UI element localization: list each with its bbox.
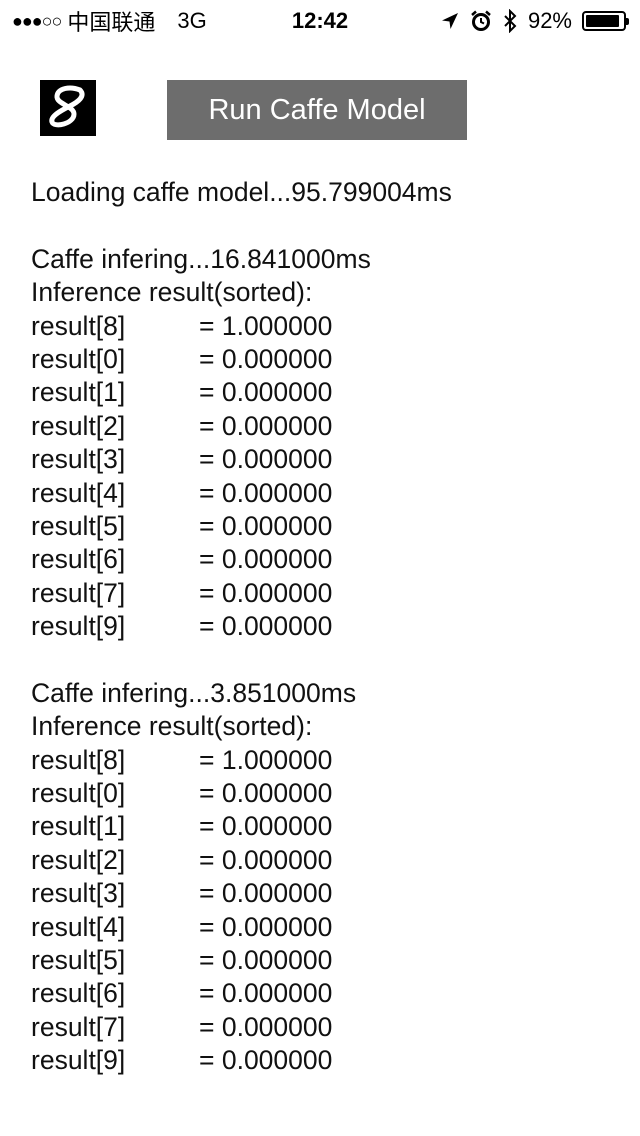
result-row: result[0] = 0.000000 (31, 343, 621, 376)
loading-model-line: Loading caffe model...95.799004ms (31, 177, 452, 207)
battery-level-fill (586, 15, 620, 27)
result-label: result[1] (31, 377, 126, 408)
result-label: result[6] (31, 978, 126, 1009)
result-label: result[3] (31, 878, 126, 909)
result-label: result[5] (31, 944, 126, 975)
result-value: = 0.000000 (199, 978, 333, 1009)
result-label: result[7] (31, 1011, 126, 1042)
result-label: result[0] (31, 778, 126, 809)
result-label: result[6] (31, 544, 126, 575)
result-label: result[8] (31, 310, 126, 341)
result-label: result[9] (31, 1045, 126, 1076)
result-label: result[5] (31, 510, 126, 541)
result-value: = 0.000000 (199, 778, 333, 809)
result-value: = 0.000000 (199, 343, 333, 374)
result-label: result[0] (31, 343, 126, 374)
result-label: result[3] (31, 444, 126, 475)
alarm-clock-icon (470, 10, 492, 32)
location-arrow-icon (440, 11, 460, 31)
result-label: result[2] (31, 844, 126, 875)
result-value: = 0.000000 (199, 577, 333, 608)
result-value: = 1.000000 (199, 744, 333, 775)
result-row: result[2] = 0.000000 (31, 410, 621, 443)
status-bar-left: ●●●○○ 中国联通 3G (12, 6, 207, 36)
signal-strength-icon: ●●●○○ (12, 10, 62, 31)
result-value: = 0.000000 (199, 544, 333, 575)
result-row: result[1] = 0.000000 (31, 376, 621, 409)
log-spacer (31, 209, 621, 242)
result-row: result[6] = 0.000000 (31, 543, 621, 576)
result-row: result[1] = 0.000000 (31, 810, 621, 843)
result-value: = 0.000000 (199, 944, 333, 975)
result-value: = 0.000000 (199, 410, 333, 441)
result-value: = 0.000000 (199, 444, 333, 475)
battery-icon (582, 11, 629, 31)
result-row: result[3] = 0.000000 (31, 877, 621, 910)
result-value: = 0.000000 (199, 878, 333, 909)
inference-timing-line: Caffe infering...3.851000ms (31, 677, 357, 708)
inference-result-header: Inference result(sorted): (31, 277, 313, 308)
result-label: result[4] (31, 477, 126, 508)
result-label: result[1] (31, 811, 126, 842)
status-bar-right: 92% (440, 6, 630, 36)
result-row: result[4] = 0.000000 (31, 477, 621, 510)
result-value: = 0.000000 (199, 1011, 333, 1042)
result-value: = 1.000000 (199, 310, 333, 341)
result-row: result[0] = 0.000000 (31, 777, 621, 810)
result-value: = 0.000000 (199, 811, 333, 842)
result-value: = 0.000000 (199, 611, 333, 642)
inference-result-header: Inference result(sorted): (31, 711, 313, 742)
result-label: result[8] (31, 744, 126, 775)
result-value: = 0.000000 (199, 1045, 333, 1076)
bluetooth-icon (502, 9, 518, 33)
result-value: = 0.000000 (199, 510, 333, 541)
result-row: result[7] = 0.000000 (31, 1011, 621, 1044)
inference-timing-line: Caffe infering...16.841000ms (31, 243, 371, 274)
result-row: result[4] = 0.000000 (31, 911, 621, 944)
result-row: result[6] = 0.000000 (31, 977, 621, 1010)
result-label: result[4] (31, 911, 126, 942)
result-value: = 0.000000 (199, 477, 333, 508)
result-label: result[7] (31, 577, 126, 608)
result-row: result[5] = 0.000000 (31, 510, 621, 543)
result-row: result[8] = 1.000000 (31, 744, 621, 777)
result-value: = 0.000000 (199, 844, 333, 875)
result-row: result[9] = 0.000000 (31, 1044, 621, 1077)
result-row: result[9] = 0.000000 (31, 610, 621, 643)
result-row: result[3] = 0.000000 (31, 443, 621, 476)
log-spacer (31, 643, 621, 676)
result-row: result[5] = 0.000000 (31, 944, 621, 977)
carrier-name: 中国联通 (67, 10, 156, 35)
battery-percent: 92% (527, 8, 572, 33)
result-row: result[2] = 0.000000 (31, 844, 621, 877)
network-type: 3G (177, 8, 207, 33)
log-output: Loading caffe model...95.799004ms Caffe … (31, 176, 621, 1078)
run-caffe-model-button[interactable]: Run Caffe Model (167, 80, 467, 140)
result-row: result[8] = 1.000000 (31, 310, 621, 343)
result-row: result[7] = 0.000000 (31, 577, 621, 610)
result-value: = 0.000000 (199, 911, 333, 942)
result-label: result[2] (31, 410, 126, 441)
status-bar: ●●●○○ 中国联通 3G 12:42 92% (0, 0, 640, 40)
handwritten-digit-image (40, 80, 96, 136)
result-value: = 0.000000 (199, 377, 333, 408)
result-label: result[9] (31, 611, 126, 642)
